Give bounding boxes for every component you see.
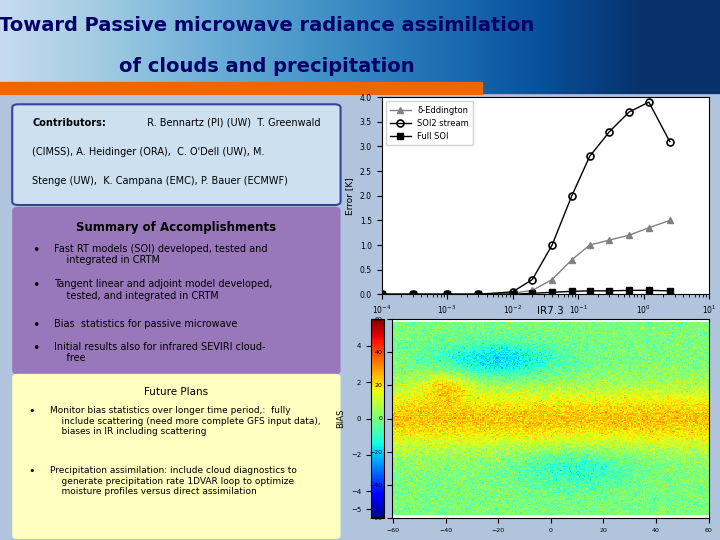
Text: Fast RT models (SOI) developed, tested and
    integrated in CRTM: Fast RT models (SOI) developed, tested a… (54, 244, 268, 265)
Full SOI (474, 291, 482, 298)
Text: R. Bennartz (PI) (UW)  T. Greenwald: R. Bennartz (PI) (UW) T. Greenwald (144, 118, 320, 127)
SOI2 stream (408, 291, 417, 298)
SOI2 stream (548, 242, 557, 248)
Bar (0, 82, 482, 94)
Full SOI (408, 291, 417, 298)
Line: Full SOI: Full SOI (378, 287, 673, 298)
Full SOI (548, 289, 557, 295)
Full SOI (665, 288, 674, 294)
Text: •: • (32, 320, 40, 333)
Full SOI (625, 287, 634, 294)
Title: IR7.3: IR7.3 (537, 306, 564, 316)
Text: Future Plans: Future Plans (144, 387, 209, 397)
δ-Eddington (548, 276, 557, 283)
SOI2 stream (443, 291, 451, 298)
δ-Eddington (528, 287, 536, 294)
SOI2 stream (508, 288, 517, 295)
X-axis label: Column Scattering Optical Depth: Column Scattering Optical Depth (470, 322, 621, 331)
Text: Bias  statistics for passive microwave: Bias statistics for passive microwave (54, 320, 238, 329)
Text: Tangent linear and adjoint model developed,
    tested, and integrated in CRTM: Tangent linear and adjoint model develop… (54, 279, 272, 301)
δ-Eddington (408, 291, 417, 298)
Line: δ-Eddington: δ-Eddington (378, 217, 673, 298)
FancyBboxPatch shape (12, 207, 341, 374)
Text: Monitor bias statistics over longer time period,:  fully
    include scattering : Monitor bias statistics over longer time… (50, 406, 321, 436)
Text: Contributors:: Contributors: (32, 118, 107, 127)
Line: SOI2 stream: SOI2 stream (378, 99, 673, 298)
Text: •: • (32, 244, 40, 256)
Full SOI (585, 288, 594, 294)
Text: (CIMSS), A. Heidinger (ORA),  C. O'Dell (UW), M.: (CIMSS), A. Heidinger (ORA), C. O'Dell (… (32, 147, 265, 157)
SOI2 stream (644, 99, 653, 105)
Text: •: • (32, 342, 40, 355)
Text: of clouds and precipitation: of clouds and precipitation (119, 57, 414, 76)
Text: Toward Passive microwave radiance assimilation: Toward Passive microwave radiance assimi… (0, 16, 534, 35)
Text: Stenge (UW),  K. Campana (EMC), P. Bauer (ECMWF): Stenge (UW), K. Campana (EMC), P. Bauer … (32, 176, 288, 186)
FancyBboxPatch shape (12, 104, 341, 205)
Legend: δ-Eddington, SOI2 stream, Full SOI: δ-Eddington, SOI2 stream, Full SOI (386, 102, 473, 145)
SOI2 stream (585, 153, 594, 160)
Text: Summary of Accomplishments: Summary of Accomplishments (76, 221, 276, 234)
Full SOI (443, 291, 451, 298)
Full SOI (644, 287, 653, 294)
δ-Eddington (474, 291, 482, 298)
δ-Eddington (377, 291, 386, 298)
SOI2 stream (567, 192, 576, 199)
δ-Eddington (508, 290, 517, 296)
Text: Initial results also for infrared SEVIRI cloud-
    free: Initial results also for infrared SEVIRI… (54, 342, 266, 363)
FancyBboxPatch shape (12, 374, 341, 539)
Text: •: • (29, 467, 35, 476)
δ-Eddington (585, 242, 594, 248)
δ-Eddington (567, 256, 576, 263)
SOI2 stream (474, 291, 482, 298)
δ-Eddington (665, 217, 674, 224)
Text: •: • (32, 279, 40, 292)
SOI2 stream (665, 138, 674, 145)
δ-Eddington (644, 225, 653, 231)
δ-Eddington (443, 291, 451, 298)
Full SOI (528, 290, 536, 296)
Text: •: • (29, 406, 35, 416)
SOI2 stream (625, 109, 634, 115)
Y-axis label: BIAS: BIAS (336, 409, 346, 428)
Full SOI (377, 291, 386, 298)
δ-Eddington (625, 232, 634, 238)
Text: Precipitation assimilation: include cloud diagnostics to
    generate precipitat: Precipitation assimilation: include clou… (50, 467, 297, 496)
SOI2 stream (377, 291, 386, 298)
SOI2 stream (528, 276, 536, 283)
Full SOI (605, 288, 613, 294)
Y-axis label: Error [K]: Error [K] (345, 177, 354, 214)
δ-Eddington (605, 237, 613, 244)
Full SOI (567, 288, 576, 295)
Full SOI (508, 291, 517, 298)
SOI2 stream (605, 129, 613, 135)
